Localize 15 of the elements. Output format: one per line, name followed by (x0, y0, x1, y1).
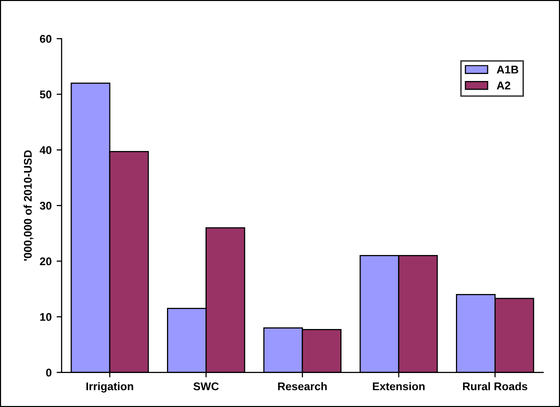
y-tick-label: 20 (40, 257, 52, 266)
x-tick-label: Extension (372, 382, 425, 390)
y-axis-title: '000,000 of 2010-USD (24, 150, 34, 261)
y-tick-label: 30 (40, 202, 52, 210)
y-tick-label: 50 (40, 90, 52, 98)
y-tick-label: 40 (40, 146, 52, 154)
y-tick-label: 0 (46, 368, 52, 377)
legend-label: A1B (496, 66, 518, 74)
x-tick-label: Rural Roads (463, 382, 528, 390)
legend-label: A2 (496, 82, 510, 90)
x-tick-label: SWC (193, 382, 219, 390)
x-tick-label: Irrigation (86, 382, 134, 393)
y-tick-label: 10 (40, 313, 52, 321)
y-tick-label: 60 (40, 34, 52, 43)
x-tick-label: Research (278, 382, 327, 390)
